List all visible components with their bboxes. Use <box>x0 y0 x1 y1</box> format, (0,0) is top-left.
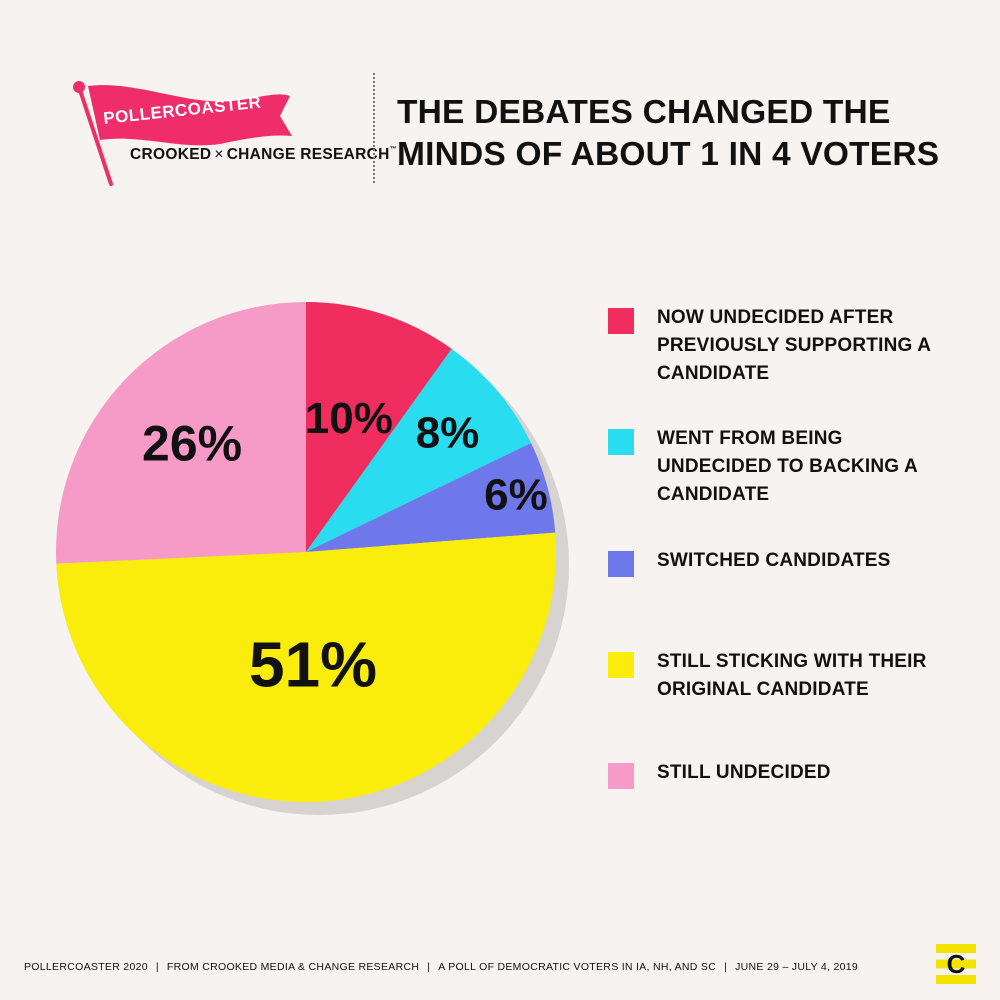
pie-slice-still-undecided <box>55 302 306 564</box>
legend-label: STILL STICKING WITH THEIR ORIGINAL CANDI… <box>657 648 987 704</box>
footer: POLLERCOASTER 2020 | FROM CROOKED MEDIA & … <box>24 961 858 973</box>
pie-slice-sticking <box>56 532 557 803</box>
brand-times: × <box>214 146 224 163</box>
legend-label-line: CANDIDATE <box>657 363 770 384</box>
page-title-line-2: MINDS OF ABOUT 1 IN 4 VOTERS <box>397 136 940 173</box>
legend-label-line: WENT FROM BEING <box>657 428 843 449</box>
brand-line: CROOKED × CHANGE RESEARCH™ <box>130 146 397 164</box>
legend-label-line: PREVIOUSLY SUPPORTING A <box>657 335 932 356</box>
legend-label-line: UNDECIDED TO BACKING A <box>657 456 918 477</box>
pie-label-sticking: 51% <box>249 628 377 700</box>
legend-label: WENT FROM BEING UNDECIDED TO BACKING A C… <box>657 425 987 509</box>
header-divider <box>373 73 375 183</box>
pie-label-switched: 6% <box>484 471 548 520</box>
legend-swatch <box>608 429 634 455</box>
pie-chart: 10% 8%6% 51% 26% <box>55 302 569 815</box>
pollercoaster-logo: POLLERCOASTER <box>70 78 360 190</box>
footer-part: JUNE 29 – JULY 4, 2019 <box>735 961 859 973</box>
footer-separator: | <box>427 961 431 973</box>
legend-label: SWITCHED CANDIDATES <box>657 547 987 575</box>
legend-swatch <box>608 308 634 334</box>
pie-slice-switched <box>306 443 556 552</box>
legend-label-line: STILL UNDECIDED <box>657 762 831 783</box>
legend-label: STILL UNDECIDED <box>657 759 987 787</box>
legend-label-line: CANDIDATE <box>657 484 770 505</box>
footer-separator: | <box>724 961 728 973</box>
legend-swatch <box>608 763 634 789</box>
legend-label-line: NOW UNDECIDED AFTER <box>657 307 894 328</box>
brand-trademark: ™ <box>389 146 397 153</box>
pie-label-undecided-after: 10% <box>305 394 393 443</box>
footer-part: POLLERCOASTER 2020 <box>24 961 148 973</box>
footer-part: FROM CROOKED MEDIA & CHANGE RESEARCH <box>166 961 420 973</box>
pie-label-went-from-undecided: 8% <box>416 408 480 457</box>
legend-label: NOW UNDECIDED AFTER PREVIOUSLY SUPPORTIN… <box>657 304 987 388</box>
footer-separator: | <box>155 961 159 973</box>
legend-label-line: ORIGINAL CANDIDATE <box>657 679 869 700</box>
page-title: THE DEBATES CHANGED THE MINDS OF ABOUT 1… <box>397 92 987 176</box>
pie-slice-went-from-undecided <box>306 348 531 552</box>
crooked-corner-logo-icon: C <box>936 944 976 984</box>
pie-label-still-undecided: 26% <box>142 415 242 471</box>
flag-icon: POLLERCOASTER <box>73 81 292 186</box>
brand-change-research: CHANGE RESEARCH <box>226 146 390 163</box>
corner-logo-letter: C <box>947 949 966 979</box>
footer-part: A POLL OF DEMOCRATIC VOTERS IN IA, NH, A… <box>438 961 717 973</box>
legend-label-line: STILL STICKING WITH THEIR <box>657 651 927 672</box>
legend-label-line: SWITCHED CANDIDATES <box>657 550 891 571</box>
legend-swatch <box>608 551 634 577</box>
brand-crooked: CROOKED <box>130 146 212 163</box>
legend-swatch <box>608 652 634 678</box>
page-title-line-1: THE DEBATES CHANGED THE <box>397 94 891 131</box>
pie-slice-undecided-after <box>306 302 452 552</box>
